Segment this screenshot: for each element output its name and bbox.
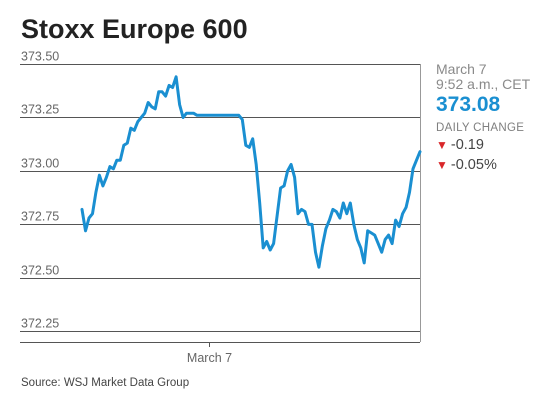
- y-tick-label: 372.50: [21, 264, 59, 278]
- x-axis: March 7: [20, 64, 421, 365]
- series-layer: [80, 75, 422, 269]
- chart-title: Stoxx Europe 600: [21, 14, 248, 44]
- quote-time: 9:52 a.m., CET: [436, 76, 531, 92]
- source-note: Source: WSJ Market Data Group: [21, 377, 190, 389]
- quote-date: March 7: [436, 61, 487, 77]
- change-percent-row: ▼ -0.05%: [436, 155, 542, 175]
- daily-change-label: DAILY CHANGE: [436, 122, 525, 134]
- y-tick-label: 372.75: [21, 210, 59, 224]
- change-percent: -0.05%: [450, 157, 497, 173]
- last-value: 373.08: [436, 93, 501, 116]
- grid-lines: [20, 64, 420, 332]
- y-tick-label: 373.00: [21, 157, 59, 171]
- quote-panel: March 7 9:52 a.m., CET 373.08 DAILY CHAN…: [436, 62, 542, 175]
- y-axis-ticks: 373.50 373.25 373.00 372.75 372.50 372.25: [21, 50, 59, 331]
- x-tick-label: March 7: [187, 351, 232, 365]
- change-absolute: -0.19: [450, 137, 484, 153]
- y-tick-label: 373.50: [21, 50, 59, 64]
- y-tick-label: 373.25: [21, 103, 59, 117]
- series-line: [80, 75, 422, 269]
- change-absolute-row: ▼ -0.19: [436, 135, 542, 155]
- down-triangle-icon: ▼: [436, 158, 448, 172]
- y-tick-label: 372.25: [21, 317, 59, 331]
- down-triangle-icon: ▼: [436, 138, 448, 152]
